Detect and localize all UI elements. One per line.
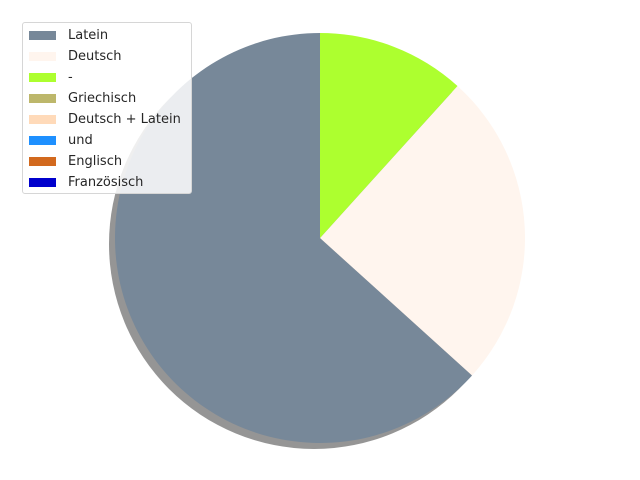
legend-entry: und	[29, 130, 93, 150]
legend-label: Englisch	[68, 153, 123, 169]
legend-entry: Griechisch	[29, 88, 136, 108]
legend-label: Deutsch	[68, 48, 122, 64]
legend-swatch	[29, 93, 56, 103]
legend-entry: Deutsch	[29, 46, 122, 66]
legend-swatch	[29, 30, 56, 40]
legend-entry: Latein	[29, 25, 108, 45]
legend-swatch	[29, 51, 56, 61]
legend-label: und	[68, 132, 93, 148]
legend-swatch	[29, 156, 56, 166]
legend-swatch	[29, 114, 56, 124]
legend-label: Französisch	[68, 174, 144, 190]
pie-slices	[114, 33, 525, 443]
legend-label: Deutsch + Latein	[68, 111, 181, 127]
legend-entry: -	[29, 67, 73, 87]
legend: Latein Deutsch - Griechisch Deutsch + Latein…	[22, 22, 192, 194]
legend-entry: Englisch	[29, 151, 122, 171]
legend-swatch	[29, 72, 56, 82]
legend-entry: Deutsch + Latein	[29, 109, 181, 129]
pie-slice-1	[320, 85, 525, 376]
legend-label: Griechisch	[68, 90, 137, 106]
legend-swatch	[29, 177, 56, 187]
legend-entry: Französisch	[29, 172, 143, 192]
pie-slice-0	[114, 33, 473, 443]
legend-label: -	[68, 69, 73, 85]
pie-slice-2	[320, 33, 458, 238]
legend-swatch	[29, 135, 56, 145]
legend-label: Latein	[68, 27, 109, 43]
